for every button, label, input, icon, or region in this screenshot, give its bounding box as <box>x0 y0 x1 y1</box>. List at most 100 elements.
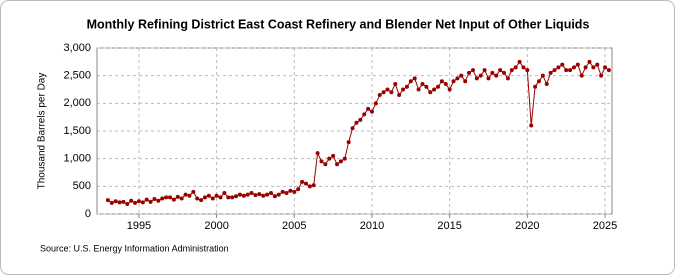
data-point <box>451 79 456 84</box>
data-point <box>389 90 394 95</box>
data-point <box>148 199 153 204</box>
chart-title: Monthly Refining District East Coast Ref… <box>87 17 590 31</box>
data-point <box>373 101 378 106</box>
data-point <box>195 196 200 201</box>
data-point <box>404 84 409 89</box>
x-tick-label: 1995 <box>127 220 151 232</box>
data-point <box>261 193 266 198</box>
y-tick-label: 2,500 <box>63 70 91 82</box>
data-point <box>463 79 468 84</box>
data-point <box>556 65 561 70</box>
data-point <box>303 181 308 186</box>
data-point <box>459 73 464 78</box>
data-point <box>300 179 305 184</box>
data-point <box>432 87 437 92</box>
data-point <box>595 62 600 67</box>
data-point <box>245 192 250 197</box>
data-point <box>311 183 316 188</box>
data-point <box>358 117 363 122</box>
data-point <box>560 62 565 67</box>
data-point <box>408 79 413 84</box>
data-point <box>587 59 592 64</box>
data-point <box>416 87 421 92</box>
data-point <box>171 197 176 202</box>
data-point <box>168 195 173 200</box>
data-point <box>183 192 188 197</box>
data-point <box>393 81 398 86</box>
data-point <box>249 190 254 195</box>
data-point <box>579 73 584 78</box>
data-point <box>222 190 227 195</box>
data-point <box>397 93 402 98</box>
data-point <box>513 65 518 70</box>
data-point <box>568 68 573 73</box>
data-point <box>342 156 347 161</box>
data-point <box>331 153 336 158</box>
data-point <box>292 189 297 194</box>
data-point <box>109 200 114 205</box>
data-point <box>129 198 134 203</box>
y-tick-label: 1,500 <box>63 125 91 137</box>
x-tick-label: 2025 <box>593 220 617 232</box>
data-point <box>494 73 499 78</box>
data-point <box>482 68 487 73</box>
data-point <box>338 159 343 164</box>
data-line <box>107 60 610 205</box>
data-point <box>354 120 359 125</box>
data-point <box>121 199 126 204</box>
data-point <box>420 81 425 86</box>
y-tick-label: 3,000 <box>63 42 91 54</box>
data-point <box>470 68 475 73</box>
data-point <box>187 193 192 198</box>
data-point <box>502 70 507 75</box>
y-axis-label: Thousand Barrels per Day <box>37 73 48 190</box>
data-point <box>362 112 367 117</box>
data-point <box>136 199 141 204</box>
data-point <box>474 76 479 81</box>
data-point <box>156 198 161 203</box>
data-point <box>214 193 219 198</box>
data-point <box>272 194 277 199</box>
data-point <box>206 193 211 198</box>
data-point <box>571 65 576 70</box>
data-point <box>144 197 149 202</box>
data-point <box>218 195 223 200</box>
data-point <box>599 73 604 78</box>
data-point <box>603 65 608 70</box>
source: Source: U.S. Energy Information Administ… <box>40 243 229 253</box>
data-point <box>377 93 382 98</box>
y-tick-label: 0 <box>85 208 91 220</box>
data-point <box>179 196 184 201</box>
data-point <box>401 87 406 92</box>
data-point <box>133 200 138 205</box>
data-point <box>583 65 588 70</box>
data-point <box>140 200 145 205</box>
x-tick-label: 2015 <box>437 220 461 232</box>
data-point <box>117 200 122 205</box>
data-point <box>366 106 371 111</box>
data-point <box>202 195 207 200</box>
data-point <box>381 90 386 95</box>
data-point <box>455 76 460 81</box>
data-point <box>443 81 448 86</box>
data-point <box>540 73 545 78</box>
data-point <box>315 151 320 156</box>
data-point <box>280 189 285 194</box>
x-tick-label: 2020 <box>515 220 539 232</box>
data-point <box>428 90 433 95</box>
data-point <box>241 193 246 198</box>
data-point <box>237 192 242 197</box>
data-point <box>335 162 340 167</box>
data-point <box>498 68 503 73</box>
data-point <box>447 87 452 92</box>
data-point <box>509 68 514 73</box>
data-point <box>284 190 289 195</box>
data-point <box>164 195 169 200</box>
data-point <box>517 59 522 64</box>
data-point <box>268 190 273 195</box>
data-point <box>307 184 312 189</box>
data-point <box>439 79 444 84</box>
data-point <box>323 162 328 167</box>
